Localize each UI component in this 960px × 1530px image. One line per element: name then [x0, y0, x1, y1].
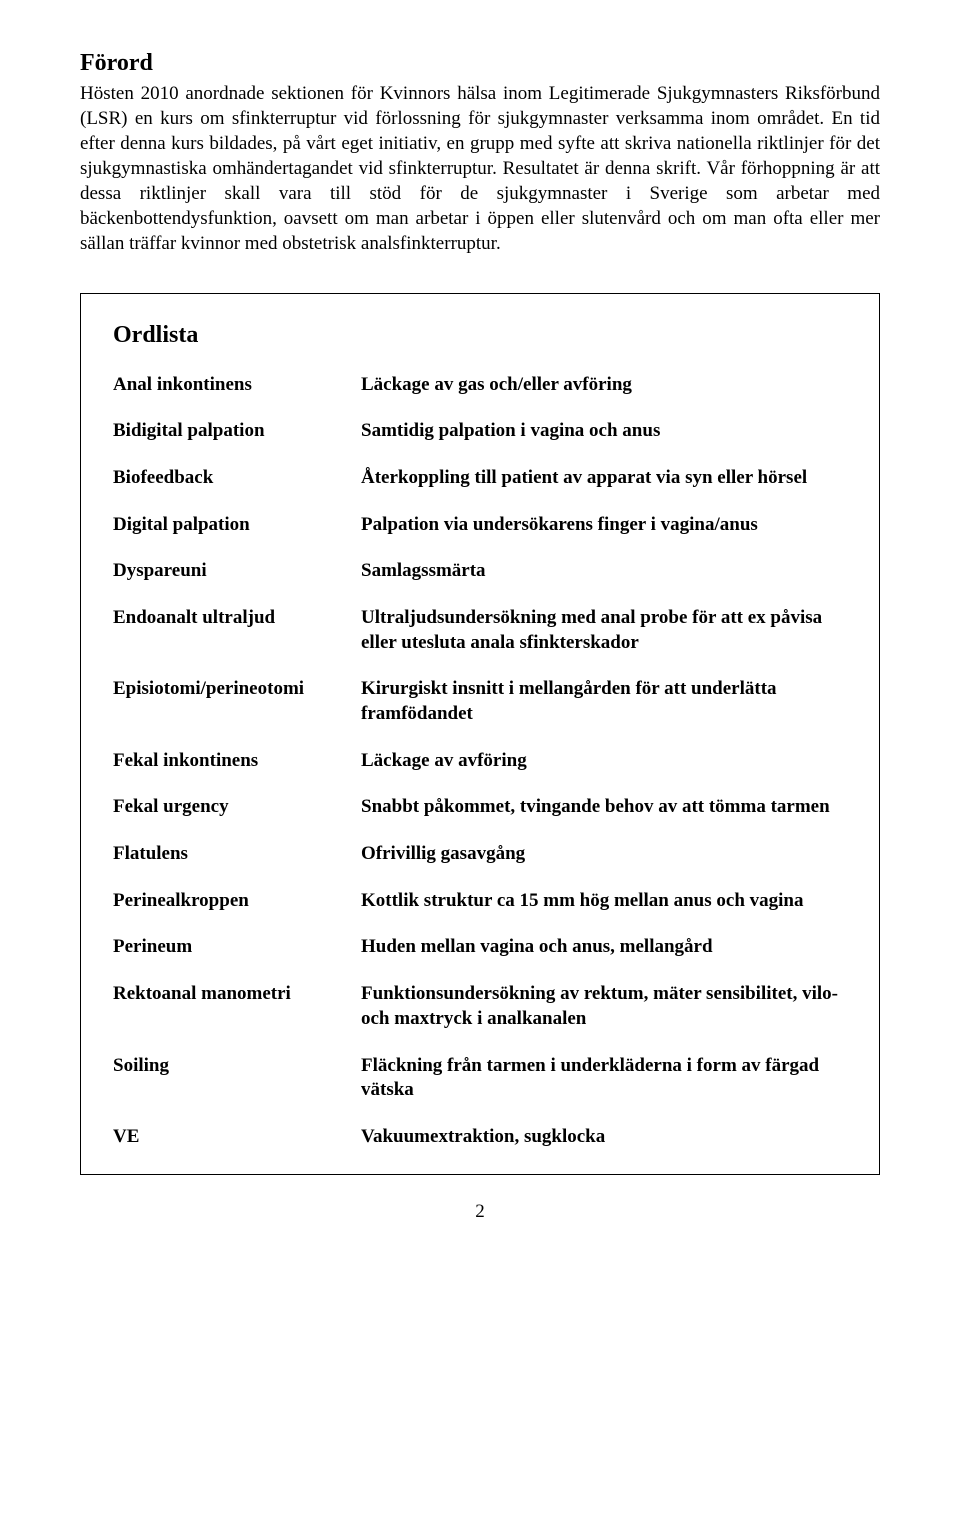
glossary-term: Rektoanal manometri [113, 982, 361, 1031]
glossary-row: Digital palpationPalpation via undersöka… [113, 513, 851, 538]
glossary-term: Perineum [113, 935, 361, 960]
glossary-definition: Kottlik struktur ca 15 mm hög mellan anu… [361, 889, 851, 914]
glossary-term: Endoanalt ultraljud [113, 606, 361, 655]
glossary-definition: Vakuumextraktion, sugklocka [361, 1125, 851, 1150]
glossary-definition: Samlagssmärta [361, 559, 851, 584]
glossary-row: Fekal inkontinensLäckage av avföring [113, 749, 851, 774]
glossary-row: Bidigital palpationSamtidig palpation i … [113, 419, 851, 444]
glossary-term: Anal inkontinens [113, 373, 361, 398]
glossary-definition: Fläckning från tarmen i underkläderna i … [361, 1054, 851, 1103]
glossary-definition: Läckage av gas och/eller avföring [361, 373, 851, 398]
glossary-box: Ordlista Anal inkontinensLäckage av gas … [80, 293, 880, 1175]
glossary-term: Bidigital palpation [113, 419, 361, 444]
glossary-definition: Läckage av avföring [361, 749, 851, 774]
glossary-row: PerinealkroppenKottlik struktur ca 15 mm… [113, 889, 851, 914]
glossary-row: SoilingFläckning från tarmen i underkläd… [113, 1054, 851, 1103]
glossary-term: Biofeedback [113, 466, 361, 491]
glossary-term: Dyspareuni [113, 559, 361, 584]
foreword-body: Hösten 2010 anordnade sektionen för Kvin… [80, 81, 880, 257]
glossary-row: Fekal urgencySnabbt påkommet, tvingande … [113, 795, 851, 820]
glossary-row: Rektoanal manometriFunktionsundersökning… [113, 982, 851, 1031]
glossary-row: BiofeedbackÅterkoppling till patient av … [113, 466, 851, 491]
glossary-definition: Snabbt påkommet, tvingande behov av att … [361, 795, 851, 820]
foreword-heading: Förord [80, 50, 880, 77]
glossary-definition: Kirurgiskt insnitt i mellangården för at… [361, 677, 851, 726]
glossary-row: PerineumHuden mellan vagina och anus, me… [113, 935, 851, 960]
glossary-definition: Samtidig palpation i vagina och anus [361, 419, 851, 444]
glossary-definition: Funktionsundersökning av rektum, mäter s… [361, 982, 851, 1031]
glossary-row: VEVakuumextraktion, sugklocka [113, 1125, 851, 1150]
glossary-heading: Ordlista [113, 322, 851, 349]
glossary-definition: Palpation via undersökarens finger i vag… [361, 513, 851, 538]
glossary-definition: Ultraljudsundersökning med anal probe fö… [361, 606, 851, 655]
glossary-term: Perinealkroppen [113, 889, 361, 914]
glossary-term: Soiling [113, 1054, 361, 1103]
glossary-term: Digital palpation [113, 513, 361, 538]
glossary-term: VE [113, 1125, 361, 1150]
glossary-row: FlatulensOfrivillig gasavgång [113, 842, 851, 867]
glossary-definition: Återkoppling till patient av apparat via… [361, 466, 851, 491]
glossary-row: Anal inkontinensLäckage av gas och/eller… [113, 373, 851, 398]
glossary-term: Episiotomi/perineotomi [113, 677, 361, 726]
glossary-row: Endoanalt ultraljudUltraljudsundersöknin… [113, 606, 851, 655]
page-number: 2 [80, 1201, 880, 1223]
page-container: Förord Hösten 2010 anordnade sektionen f… [0, 0, 960, 1530]
glossary-term: Fekal urgency [113, 795, 361, 820]
glossary-list: Anal inkontinensLäckage av gas och/eller… [113, 373, 851, 1150]
glossary-term: Fekal inkontinens [113, 749, 361, 774]
glossary-definition: Ofrivillig gasavgång [361, 842, 851, 867]
glossary-term: Flatulens [113, 842, 361, 867]
glossary-row: Episiotomi/perineotomiKirurgiskt insnitt… [113, 677, 851, 726]
glossary-definition: Huden mellan vagina och anus, mellangård [361, 935, 851, 960]
glossary-row: DyspareuniSamlagssmärta [113, 559, 851, 584]
